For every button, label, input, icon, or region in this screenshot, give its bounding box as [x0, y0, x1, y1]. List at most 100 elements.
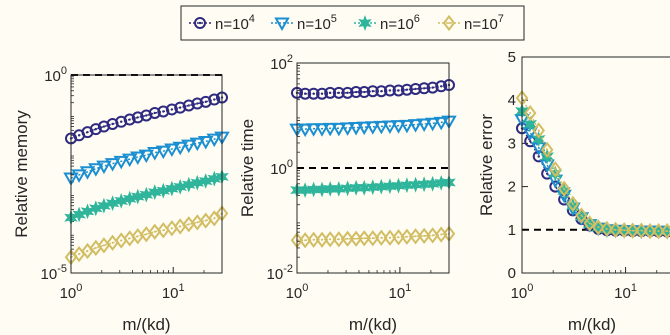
- x-axis-label: m/(kd): [349, 315, 397, 334]
- data-point: [331, 122, 347, 137]
- legend-label: n=105: [297, 13, 337, 33]
- data-point: [383, 84, 396, 97]
- data-point: [609, 221, 622, 238]
- y-tick-label: 3: [508, 135, 516, 152]
- series: [291, 79, 455, 100]
- data-point: [307, 87, 320, 100]
- data-point: [71, 169, 87, 183]
- data-point: [366, 85, 379, 98]
- x-axis-label: m/(kd): [568, 315, 616, 334]
- data-point: [407, 119, 424, 133]
- legend-entry: n=104: [189, 13, 255, 33]
- data-point: [206, 133, 222, 148]
- data-point: [400, 83, 413, 96]
- y-tick-label: 10-2: [267, 263, 293, 283]
- legend-label: n=106: [380, 13, 420, 33]
- data-point: [549, 161, 562, 178]
- data-point: [148, 106, 161, 119]
- x-tick-label: 100: [60, 282, 83, 302]
- data-point: [297, 123, 313, 138]
- data-point: [392, 229, 405, 246]
- data-point: [332, 231, 346, 248]
- data-point: [79, 166, 96, 180]
- data-point: [155, 145, 172, 160]
- data-point: [314, 123, 330, 137]
- data-point: [575, 207, 588, 224]
- data-point: [322, 122, 338, 137]
- x-tick-label: 100: [286, 282, 309, 302]
- x-tick-label: 101: [388, 282, 411, 302]
- y-axis-label: Relative time: [238, 119, 257, 217]
- data-point: [339, 122, 356, 136]
- data-point: [375, 229, 388, 246]
- data-point: [417, 227, 431, 244]
- data-point: [299, 87, 312, 100]
- data-point: [409, 82, 422, 95]
- y-axis-label: Relative error: [477, 114, 496, 216]
- data-point: [298, 232, 312, 249]
- data-point: [592, 219, 605, 236]
- data-point: [307, 231, 320, 248]
- data-point: [365, 121, 381, 135]
- x-tick-label: 101: [162, 282, 185, 302]
- data-point: [157, 105, 170, 118]
- data-point: [323, 231, 337, 248]
- legend-marker: [358, 15, 372, 31]
- data-point: [207, 210, 221, 227]
- series: [290, 225, 456, 249]
- data-point: [115, 115, 128, 128]
- data-point: [138, 149, 155, 164]
- data-point: [198, 135, 214, 150]
- data-point: [600, 220, 614, 238]
- data-point: [305, 123, 322, 137]
- data-point: [390, 120, 407, 134]
- legend-entry: n=106: [354, 13, 420, 33]
- data-point: [341, 230, 354, 247]
- data-point: [165, 103, 178, 116]
- data-point: [400, 228, 414, 245]
- legend-label: n=107: [464, 13, 504, 33]
- data-point: [435, 80, 448, 93]
- y-tick-label: 4: [508, 92, 516, 109]
- data-point: [130, 151, 146, 166]
- axes-frame: [296, 62, 450, 274]
- data-point: [147, 147, 163, 161]
- data-point: [426, 81, 439, 94]
- data-point: [382, 120, 398, 135]
- x-tick-label: 101: [614, 282, 637, 302]
- y-tick-label: 1: [508, 222, 516, 239]
- series: [64, 205, 229, 266]
- data-point: [531, 131, 546, 147]
- legend-entry: n=105: [271, 13, 337, 33]
- data-point: [566, 198, 580, 214]
- data-point: [181, 139, 197, 154]
- data-point: [540, 141, 554, 159]
- data-point: [617, 222, 631, 239]
- data-point: [433, 116, 449, 131]
- data-point: [349, 179, 363, 196]
- data-point: [172, 141, 188, 156]
- x-tick-label: 100: [511, 282, 534, 302]
- axes-frame: [521, 56, 670, 274]
- data-point: [324, 86, 337, 99]
- data-point: [191, 97, 204, 110]
- data-point: [121, 153, 138, 168]
- data-point: [399, 119, 415, 134]
- data-point: [164, 143, 180, 158]
- y-tick-label: 0: [508, 265, 516, 282]
- data-point: [356, 121, 372, 136]
- data-point: [89, 123, 102, 136]
- data-point: [409, 228, 422, 245]
- data-point: [131, 111, 144, 124]
- series: [65, 91, 228, 145]
- data-point: [643, 222, 657, 240]
- legend-marker: [194, 17, 206, 29]
- data-point: [583, 215, 596, 232]
- y-tick-label: 100: [44, 65, 67, 85]
- data-point: [88, 163, 104, 177]
- data-point: [660, 222, 670, 240]
